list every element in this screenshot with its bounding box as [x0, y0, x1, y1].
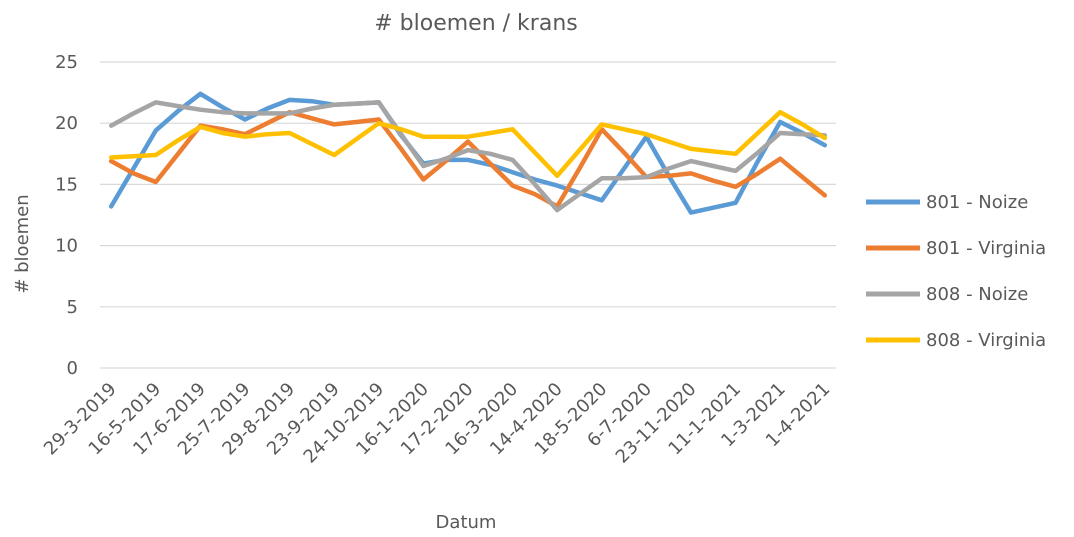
series-line — [108, 109, 828, 209]
y-tick-label: 10 — [55, 236, 78, 257]
legend-label: 801 - Noize — [926, 192, 1028, 213]
y-axis-ticks: 0 5 10 15 20 25 — [55, 52, 78, 379]
y-axis-label: # bloemen — [12, 194, 33, 293]
legend: 801 - Noize 801 - Virginia 808 - Noize 808 … — [866, 192, 1046, 351]
legend-label: 801 - Virginia — [926, 238, 1046, 259]
legend-label: 808 - Noize — [926, 284, 1028, 305]
y-tick-label: 25 — [55, 52, 78, 73]
series-line — [108, 109, 828, 179]
x-axis-label: Datum — [436, 512, 497, 533]
x-axis-ticks: 29-3-201916-5-201917-6-201925-7-201929-8… — [40, 379, 834, 468]
y-tick-label: 15 — [55, 174, 78, 195]
gridlines — [100, 61, 836, 369]
series-lines — [108, 91, 828, 215]
y-tick-label: 5 — [67, 297, 78, 318]
series-line — [108, 100, 828, 213]
y-tick-label: 0 — [67, 358, 78, 379]
y-tick-label: 20 — [55, 113, 78, 134]
legend-label: 808 - Virginia — [926, 330, 1046, 351]
chart-title: # bloemen / krans — [374, 11, 577, 36]
